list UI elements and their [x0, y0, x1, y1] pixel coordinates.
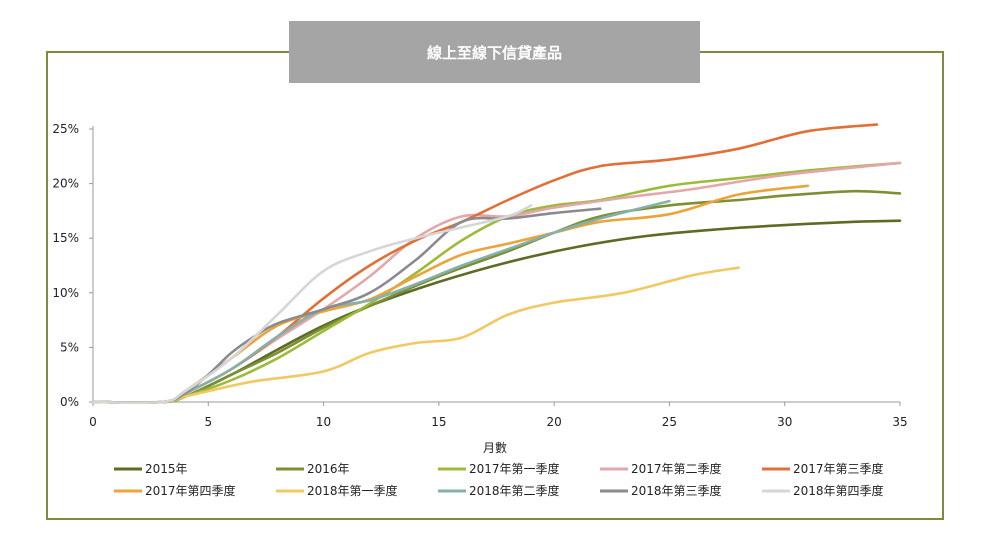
- x-tick-label: 35: [892, 415, 907, 429]
- legend-item: 2017年第三季度: [762, 461, 884, 476]
- y-tick-label: 0%: [60, 395, 79, 409]
- legend-label: 2017年第四季度: [145, 483, 236, 498]
- series-line-2: [91, 189, 902, 404]
- y-tick-label: 25%: [52, 122, 79, 136]
- x-tick-label: 10: [316, 415, 331, 429]
- x-axis-label: 月數: [483, 441, 507, 455]
- legend-label: 2017年第三季度: [793, 461, 884, 476]
- series-line-7: [91, 266, 740, 404]
- x-tick-label: 30: [777, 415, 792, 429]
- legend-label: 2018年第二季度: [469, 483, 560, 498]
- legend-item: 2018年第三季度: [600, 483, 722, 498]
- x-tick-label: 0: [89, 415, 97, 429]
- series-line-3: [91, 161, 902, 404]
- x-tick-label: 15: [431, 415, 446, 429]
- series-lines: [91, 123, 902, 405]
- legend-label: 2018年第四季度: [793, 483, 884, 498]
- y-tick-label: 15%: [52, 231, 79, 245]
- legend-item: 2017年第四季度: [114, 483, 236, 498]
- chart-frame: [46, 51, 944, 520]
- legend-item: 2017年第一季度: [438, 461, 560, 476]
- legend-item: 2017年第二季度: [600, 461, 722, 476]
- chart-title: 線上至線下信貸產品: [289, 21, 700, 83]
- series-line-5: [91, 123, 879, 404]
- x-tick-label: 5: [204, 415, 212, 429]
- legend-item: 2018年第一季度: [276, 483, 398, 498]
- legend-item: 2016年: [276, 462, 350, 476]
- y-tick-label: 20%: [52, 177, 79, 191]
- legend-item: 2018年第四季度: [762, 483, 884, 498]
- legend-item: 2018年第二季度: [438, 483, 560, 498]
- legend-label: 2018年第一季度: [307, 483, 398, 498]
- legend-label: 2017年第二季度: [631, 461, 722, 476]
- x-tick-label: 20: [547, 415, 562, 429]
- legend-label: 2015年: [145, 462, 188, 476]
- y-tick-label: 10%: [52, 286, 79, 300]
- legend-label: 2017年第一季度: [469, 461, 560, 476]
- axes: 0% 5% 10% 15% 20% 25% 0 5 10 15 20 25 30 35: [52, 122, 907, 429]
- series-line-6: [91, 184, 810, 405]
- legend: 2015年 2016年 2017年第一季度 2017年第二季度 2017年第三季度 201…: [114, 461, 884, 498]
- y-tick-label: 5%: [60, 340, 79, 354]
- series-line-1: [91, 219, 902, 404]
- legend-item: 2015年: [114, 462, 188, 476]
- legend-label: 2018年第三季度: [631, 483, 722, 498]
- legend-label: 2016年: [307, 462, 350, 476]
- x-tick-label: 25: [662, 415, 677, 429]
- series-line-10: [91, 204, 533, 405]
- series-line-4: [91, 161, 902, 404]
